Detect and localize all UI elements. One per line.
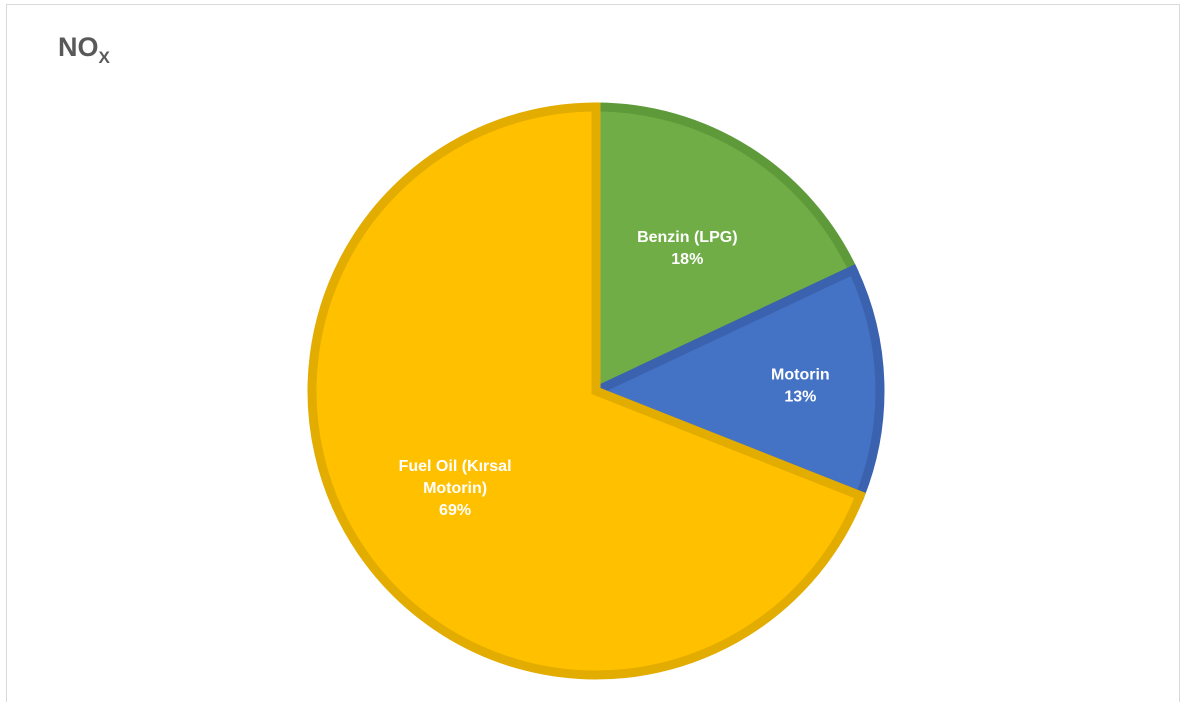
slice-category-label: Benzin (LPG) bbox=[637, 229, 737, 246]
slice-percent-label: 69% bbox=[439, 502, 471, 519]
pie-slice bbox=[591, 102, 859, 399]
slice-data-label: Benzin (LPG) 18% bbox=[637, 229, 737, 268]
chart-title: NOX bbox=[58, 32, 110, 67]
slice-category-label: Motorin) bbox=[423, 480, 487, 497]
slice-category-label: Fuel Oil (Kırsal bbox=[399, 458, 512, 475]
slice-data-label: Motorin 13% bbox=[771, 367, 830, 406]
slice-category-label: Motorin bbox=[771, 367, 830, 384]
chart-title-main: NO bbox=[58, 32, 99, 62]
slice-data-label: Fuel Oil (Kırsal Motorin) 69% bbox=[399, 458, 512, 519]
chart-title-subscript: X bbox=[98, 48, 110, 67]
pie-slice bbox=[584, 264, 885, 502]
pie-slice bbox=[307, 102, 866, 680]
slice-percent-label: 13% bbox=[784, 389, 816, 406]
slice-percent-label: 18% bbox=[671, 251, 703, 268]
